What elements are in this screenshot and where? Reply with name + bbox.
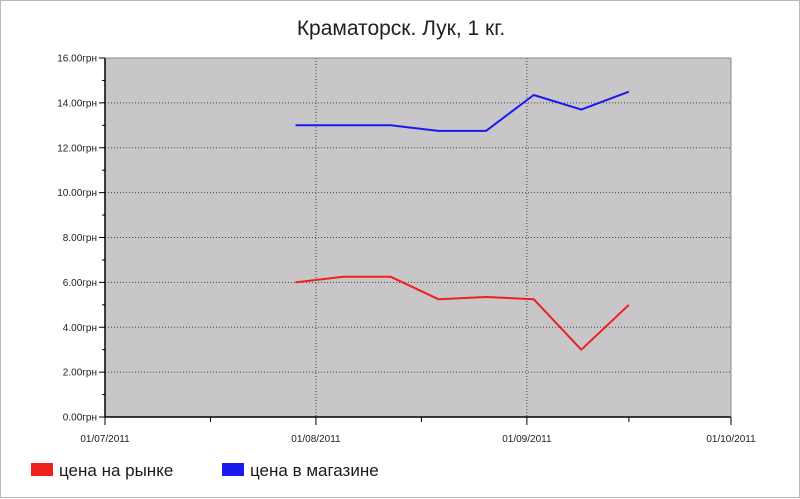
y-tick-label: 2.00грн: [63, 368, 97, 379]
y-tick-label: 10.00грн: [57, 188, 97, 199]
chart-title: Краматорск. Лук, 1 кг.: [297, 17, 505, 40]
series-line-2: [295, 90, 630, 132]
y-tick-label: 14.00грн: [57, 98, 97, 109]
y-tick-label: 8.00грн: [63, 233, 97, 244]
legend-label-2: цена в магазине: [250, 461, 379, 480]
x-tick-label: 01/09/2011: [502, 434, 552, 445]
x-tick-label: 01/07/2011: [80, 434, 130, 445]
legend: цена на рынке цена в магазине: [31, 461, 379, 480]
legend-label-1: цена на рынке: [59, 461, 173, 480]
x-tick-label: 01/10/2011: [706, 434, 756, 445]
series-line-1: [295, 275, 630, 351]
y-tick-label: 6.00грн: [63, 278, 97, 289]
legend-swatch-1: [31, 463, 53, 476]
y-tick-label: 0.00грн: [63, 413, 97, 424]
legend-swatch-2: [222, 463, 244, 476]
y-tick-label: 16.00грн: [57, 54, 97, 65]
y-tick-label: 4.00грн: [63, 323, 97, 334]
x-tick-label: 01/08/2011: [291, 434, 341, 445]
y-tick-label: 12.00грн: [57, 143, 97, 154]
plot-layer: 0.00грн 2.00грн 4.00грн 6.00грн 8.00грн 10.00…: [57, 54, 756, 446]
